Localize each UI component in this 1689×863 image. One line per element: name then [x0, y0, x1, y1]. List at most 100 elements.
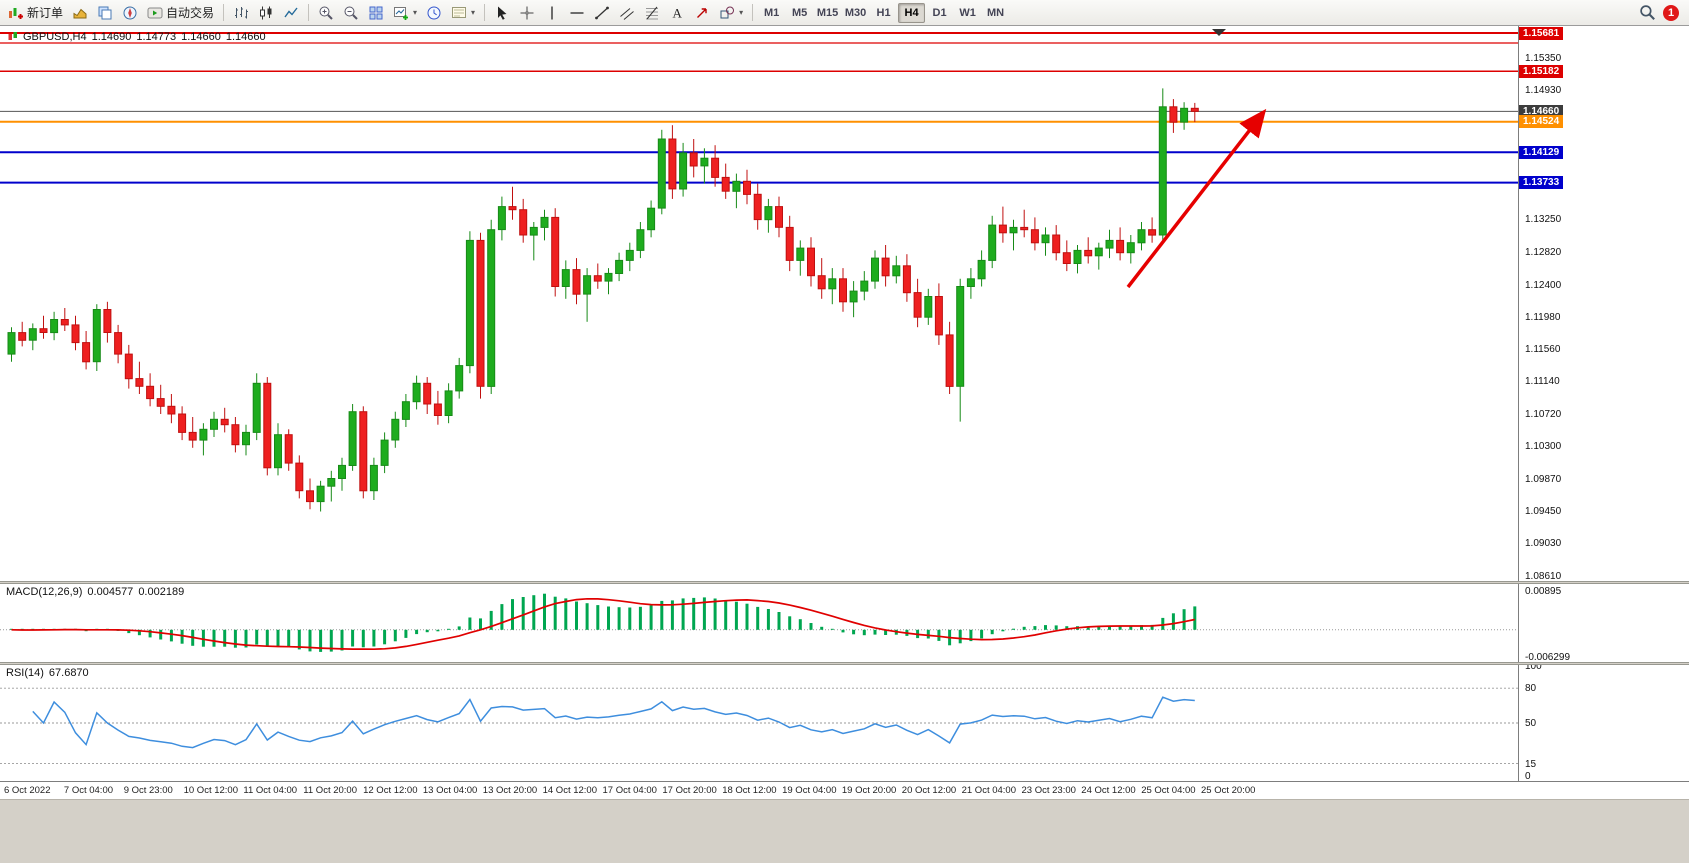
- close-value: 1.14660: [225, 31, 266, 43]
- shapes-button[interactable]: ▾: [715, 2, 747, 24]
- price-line-badge: 1.15182: [1519, 64, 1564, 78]
- axis-tick-label: 50: [1525, 718, 1537, 729]
- navigator-icon: [123, 6, 137, 19]
- bar-chart-icon: [235, 6, 249, 18]
- timeframe-M15[interactable]: M15: [816, 6, 839, 19]
- text-button[interactable]: A: [665, 2, 689, 24]
- time-tick-label: 20 Oct 12:00: [901, 785, 957, 796]
- candlestick-chart-icon: [260, 6, 272, 19]
- axis-tick-label: 1.15350: [1525, 52, 1562, 64]
- crosshair-icon: [520, 6, 534, 19]
- timeframe-M5[interactable]: M5: [791, 6, 808, 19]
- time-tick-label: 17 Oct 04:00: [602, 785, 657, 796]
- tile-windows-icon: [369, 6, 383, 19]
- line-chart-icon: [284, 7, 298, 17]
- bar-chart-button[interactable]: [229, 2, 253, 24]
- auto-trading-icon: [147, 7, 163, 18]
- macd-panel[interactable]: [0, 584, 1518, 662]
- cursor-button[interactable]: [490, 2, 514, 24]
- arrow-label-button[interactable]: [690, 2, 714, 24]
- axis-tick-label: 1.11560: [1525, 344, 1561, 355]
- axis-tick-label: 1.10720: [1525, 408, 1562, 420]
- tile-windows-button[interactable]: [364, 2, 388, 24]
- market-watch-button[interactable]: [68, 2, 92, 24]
- equidistant-channel-button[interactable]: [615, 2, 639, 24]
- candlestick-chart[interactable]: [0, 26, 1518, 581]
- dropdown-caret-icon: ▾: [739, 8, 744, 17]
- new-order-button[interactable]: 新订单: [4, 2, 67, 24]
- rsi-label: RSI(14) 67.6870: [6, 667, 89, 679]
- timeframe-M1[interactable]: M1: [763, 6, 780, 19]
- timeframe-D1[interactable]: D1: [932, 6, 947, 19]
- new-order-icon: [9, 7, 23, 19]
- price-axis[interactable]: 1.15350 1.14930 1.13250 1.12820 1.12400 1.119…: [1518, 26, 1689, 782]
- rsi-panel[interactable]: [0, 665, 1518, 781]
- candlestick-chart-button[interactable]: [254, 2, 278, 24]
- zoom-out-button[interactable]: [339, 2, 363, 24]
- time-tick-label: 13 Oct 04:00: [422, 785, 478, 796]
- market-watch-icon: [73, 8, 87, 18]
- toolbar-separator: [223, 4, 225, 21]
- new-chart-button[interactable]: ▾: [389, 2, 421, 24]
- timeframe-W1[interactable]: W1: [959, 6, 976, 19]
- time-axis[interactable]: 6 Oct 2022 7 Oct 04:00 9 Oct 23:00 10 Oct 1…: [0, 781, 1689, 799]
- time-tick-label: 24 Oct 12:00: [1081, 785, 1136, 796]
- symbol-icon: [8, 32, 17, 40]
- toolbar: 新订单 自动交易: [0, 0, 1689, 26]
- chart-shift-marker[interactable]: [1212, 29, 1226, 36]
- axis-tick-label: 1.11140: [1525, 376, 1560, 388]
- timeframe-H1[interactable]: H1: [876, 6, 891, 19]
- clock-button[interactable]: [422, 2, 446, 24]
- auto-trading-button[interactable]: 自动交易: [143, 2, 218, 24]
- time-tick-label: 14 Oct 12:00: [542, 785, 597, 796]
- svg-text:A: A: [673, 5, 683, 20]
- axis-tick-label: 0.00895: [1525, 586, 1562, 597]
- templates-button[interactable]: ▾: [447, 2, 479, 24]
- time-tick-label: 25 Oct 04:00: [1141, 785, 1196, 796]
- navigator-button[interactable]: [118, 2, 142, 24]
- timeframe-MN[interactable]: MN: [987, 6, 1005, 19]
- toolbar-separator: [752, 4, 754, 21]
- data-window-button[interactable]: [93, 2, 117, 24]
- zoom-in-button[interactable]: [314, 2, 338, 24]
- trendline-button[interactable]: [590, 2, 614, 24]
- axis-tick-label: 1.09450: [1525, 506, 1562, 517]
- zoom-out-icon: [344, 6, 358, 20]
- crosshair-button[interactable]: [515, 2, 539, 24]
- fibonacci-icon: [646, 6, 659, 19]
- axis-tick-label: 0: [1525, 771, 1531, 782]
- data-window-icon: [98, 6, 112, 19]
- timeframe-H4[interactable]: H4: [898, 2, 926, 23]
- equidistant-channel-icon: [620, 7, 634, 20]
- panel-splitter[interactable]: [0, 581, 1689, 584]
- price-line-badge: 1.14129: [1519, 145, 1564, 159]
- price-line-badge: 1.13733: [1519, 176, 1564, 190]
- trend-arrow[interactable]: [1126, 108, 1267, 289]
- time-tick-label: 10 Oct 12:00: [183, 785, 238, 796]
- axis-tick-label: 1.13250: [1525, 214, 1562, 226]
- vertical-line-icon: [551, 6, 553, 19]
- window-footer: [0, 799, 1689, 863]
- dropdown-caret-icon: ▾: [471, 8, 476, 17]
- line-chart-button[interactable]: [279, 2, 303, 24]
- time-tick-label: 11 Oct 04:00: [243, 785, 298, 796]
- text-icon: A: [673, 5, 683, 20]
- horizontal-line-button[interactable]: [565, 2, 589, 24]
- auto-trading-label: 自动交易: [166, 6, 215, 20]
- panel-splitter[interactable]: [0, 662, 1689, 665]
- timeframe-M30[interactable]: M30: [844, 6, 867, 19]
- notification-badge[interactable]: 1: [1663, 4, 1679, 21]
- fibonacci-button[interactable]: [640, 2, 664, 24]
- toolbar-separator: [308, 4, 310, 21]
- time-tick-label: 21 Oct 04:00: [961, 785, 1016, 796]
- trendline-icon: [595, 6, 609, 19]
- price-line-badge: 1.14524: [1519, 115, 1564, 129]
- macd-label: MACD(12,26,9) 0.004577 0.002189: [6, 586, 184, 598]
- axis-tick-label: 1.14930: [1525, 85, 1562, 97]
- zoom-in-icon: [319, 6, 333, 20]
- search-button[interactable]: [1635, 2, 1660, 24]
- timeframe-group: M1 M5 M15 M30 H1 H4 D1 W1 MN: [758, 2, 1009, 23]
- vertical-line-button[interactable]: [540, 2, 564, 24]
- axis-tick-label: 1.12400: [1525, 279, 1562, 291]
- time-tick-label: 18 Oct 12:00: [722, 785, 777, 796]
